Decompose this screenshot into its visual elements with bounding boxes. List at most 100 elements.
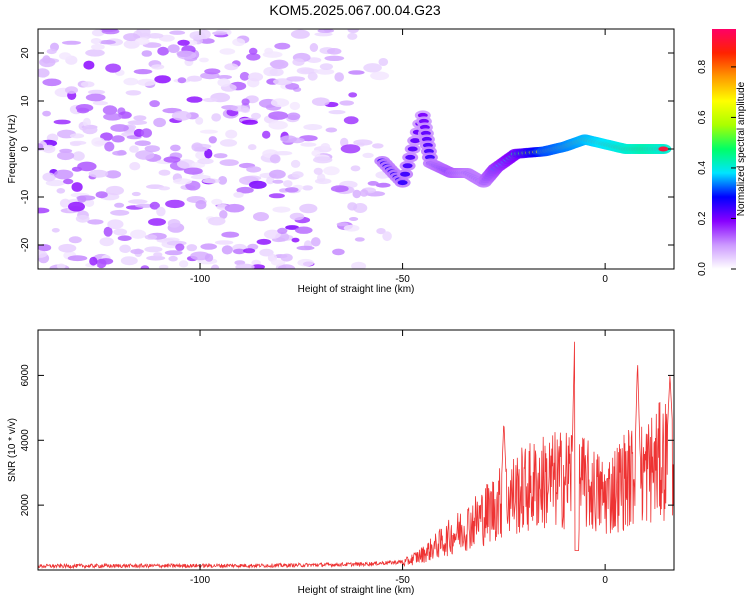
- heatmap-cell: [164, 250, 183, 256]
- heatmap-cell: [303, 124, 323, 131]
- heatmap-cell: [59, 198, 71, 208]
- heatmap-cell: [158, 169, 171, 176]
- heatmap-cell: [248, 180, 267, 189]
- heatmap-cell: [239, 71, 250, 81]
- heatmap-cell: [320, 143, 331, 151]
- colorbar: 0.0 0.2 0.4 0.6 0.8 Normalized spectral ampl…: [697, 29, 747, 276]
- heatmap-cell: [134, 140, 151, 146]
- heatmap-cell: [82, 117, 91, 128]
- y-tick-label: -20: [20, 237, 31, 252]
- heatmap-cell: [354, 237, 365, 242]
- heatmap-cell: [77, 161, 97, 172]
- snr-line-layer: [38, 341, 674, 570]
- heatmap-cell: [53, 119, 71, 125]
- heatmap-cell: [173, 178, 192, 185]
- heatmap-cell: [103, 113, 123, 121]
- heatmap-cell: [213, 153, 228, 159]
- heatmap-cell: [280, 135, 297, 143]
- heatmap-cell: [266, 176, 275, 185]
- heatmap-cell: [42, 172, 56, 182]
- heatmap-cell: [190, 174, 211, 180]
- heatmap-cell: [129, 145, 139, 153]
- heatmap-cell: [42, 110, 51, 117]
- heatmap-cell: [195, 200, 207, 210]
- heatmap-cell: [274, 151, 293, 156]
- heatmap-cell: [285, 225, 299, 230]
- heatmap-cell: [306, 57, 322, 63]
- heatmap-cell: [210, 264, 220, 269]
- heatmap-cell: [246, 166, 262, 173]
- heatmap-cell: [367, 181, 379, 186]
- heatmap-cell: [75, 104, 94, 112]
- heatmap-cell: [314, 32, 333, 37]
- heatmap-cell: [299, 203, 318, 214]
- heatmap-cell: [75, 214, 90, 223]
- heatmap-cell: [107, 219, 124, 229]
- colorbar-ticks: 0.0 0.2 0.4 0.6 0.8: [697, 60, 736, 276]
- heatmap-cell: [268, 120, 288, 130]
- heatmap-cell: [101, 29, 120, 35]
- colorbar-tick-label: 0.6: [697, 110, 708, 124]
- heatmap-cell: [313, 167, 323, 175]
- heatmap-cell: [340, 144, 361, 154]
- heatmap-cell: [351, 261, 367, 269]
- snr-xlabel: Height of straight line (km): [298, 585, 415, 596]
- heatmap-cell: [154, 75, 171, 84]
- heatmap-cell: [241, 119, 258, 125]
- heatmap-cell: [219, 159, 239, 167]
- heatmap-cell: [87, 219, 104, 225]
- colorbar-tick-label: 0.2: [697, 211, 708, 225]
- heatmap-cell: [272, 206, 291, 213]
- heatmap-cell: [219, 210, 228, 219]
- heatmap-cell: [90, 38, 102, 45]
- heatmap-cell: [350, 165, 361, 172]
- heatmap-cell: [84, 198, 95, 207]
- heatmap-cell: [170, 144, 181, 152]
- heatmap-cell: [297, 258, 315, 267]
- snr-ticks: -100 -50 0 2000 4000 6000: [20, 330, 674, 586]
- heatmap-cell: [199, 57, 209, 63]
- heatmap-cell: [110, 209, 130, 216]
- y-tick-label: 20: [20, 47, 31, 59]
- heatmap-cell: [336, 222, 349, 227]
- heatmap-cell: [233, 191, 244, 198]
- heatmap-cell: [352, 189, 362, 199]
- heatmap-cell: [362, 152, 374, 158]
- heatmap-cell: [295, 226, 313, 234]
- heatmap-cell: [200, 243, 217, 250]
- y-tick-label: 2000: [20, 494, 31, 517]
- heatmap-cell: [165, 199, 185, 209]
- heatmap-cell: [307, 71, 318, 81]
- heatmap-cell: [300, 142, 317, 147]
- heatmap-cell: [221, 231, 240, 238]
- heatmap-cell: [177, 39, 190, 46]
- heatmap-cell: [186, 244, 198, 252]
- heatmap-cell: [68, 236, 82, 244]
- heatmap-cell: [289, 212, 305, 221]
- heatmap-cell: [317, 29, 335, 33]
- heatmap-cell: [157, 46, 169, 56]
- heatmap-cell: [204, 253, 214, 262]
- heatmap-cell: [158, 186, 171, 191]
- heatmap-cell: [58, 243, 77, 253]
- heatmap-cell: [382, 231, 392, 242]
- heatmap-cell: [129, 162, 141, 171]
- heatmap-cell: [156, 206, 166, 217]
- heatmap-cell: [241, 98, 250, 106]
- heatmap-cell: [269, 68, 284, 77]
- heatmap-cell: [131, 191, 141, 197]
- heatmap-cell: [221, 245, 233, 255]
- heatmap-cell: [268, 193, 285, 199]
- heatmap-cell: [125, 90, 142, 96]
- snr-ylabel: SNR (10 * v/v): [7, 418, 18, 482]
- y-tick-label: 4000: [20, 429, 31, 452]
- heatmap-cell: [349, 217, 359, 221]
- heatmap-cell: [189, 31, 206, 40]
- heatmap-cell: [120, 256, 138, 266]
- heatmap-cell: [334, 72, 345, 82]
- heatmap-cell: [314, 178, 332, 185]
- heatmap-cell: [110, 124, 129, 132]
- heatmap-cell: [144, 246, 163, 253]
